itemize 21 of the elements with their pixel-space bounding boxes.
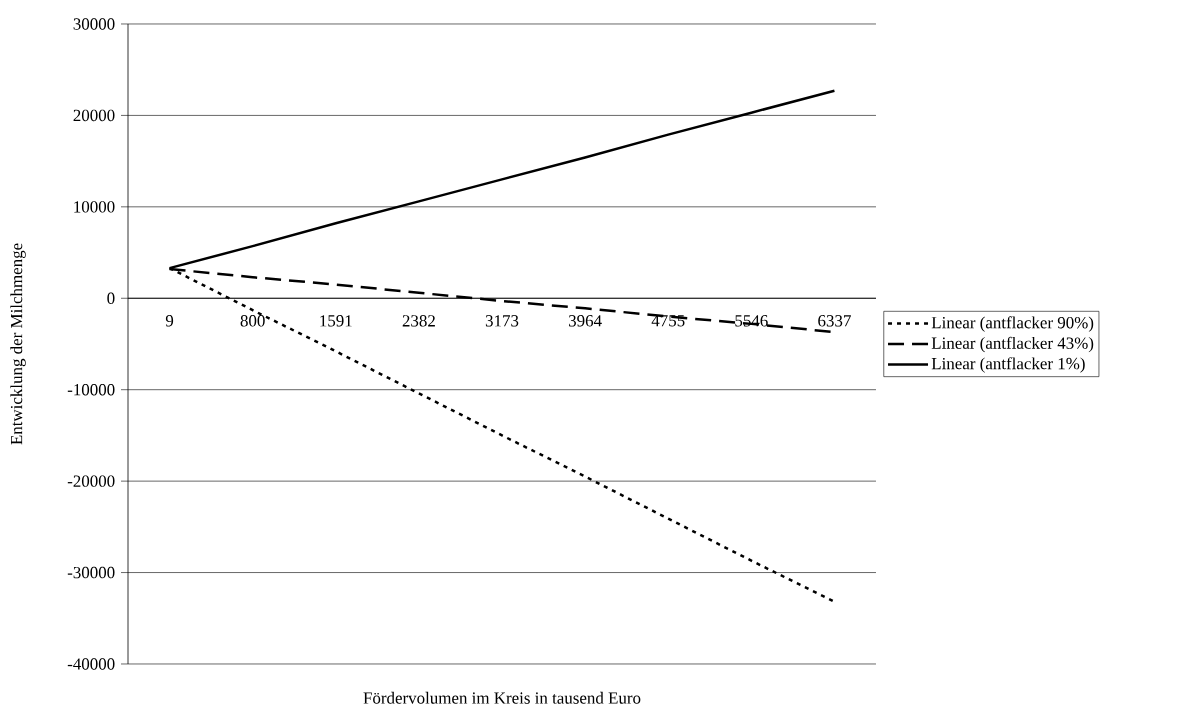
y-tick-label: 30000: [73, 18, 115, 30]
x-tick-label: 3964: [568, 315, 602, 327]
x-tick-label: 9: [165, 315, 174, 327]
y-tick-label: -10000: [67, 383, 115, 396]
x-tick-label: 800: [240, 315, 265, 327]
y-axis-title: Entwicklung der Milchmenge: [10, 243, 26, 445]
x-tick-label: 2382: [402, 315, 435, 327]
x-tick-label: 3173: [485, 315, 519, 327]
y-tick-label: 0: [107, 292, 115, 304]
x-axis-title: Fördervolumen im Kreis in tausend Euro: [363, 691, 641, 704]
legend-label: Linear (antflacker 90%): [931, 316, 1094, 332]
y-tick-label: -30000: [67, 566, 115, 579]
legend-label: Linear (antflacker 1%): [931, 357, 1085, 373]
x-tick-label: 5546: [735, 315, 768, 327]
legend-label: Linear (antflacker 43%): [931, 336, 1094, 353]
y-tick-label: 20000: [73, 109, 115, 122]
y-tick-label: -20000: [67, 475, 115, 487]
y-tick-label: -40000: [67, 658, 115, 670]
y-tick-label: 10000: [74, 201, 115, 213]
x-tick-label: 1591: [320, 315, 352, 327]
x-tick-label: 6337: [818, 315, 851, 327]
